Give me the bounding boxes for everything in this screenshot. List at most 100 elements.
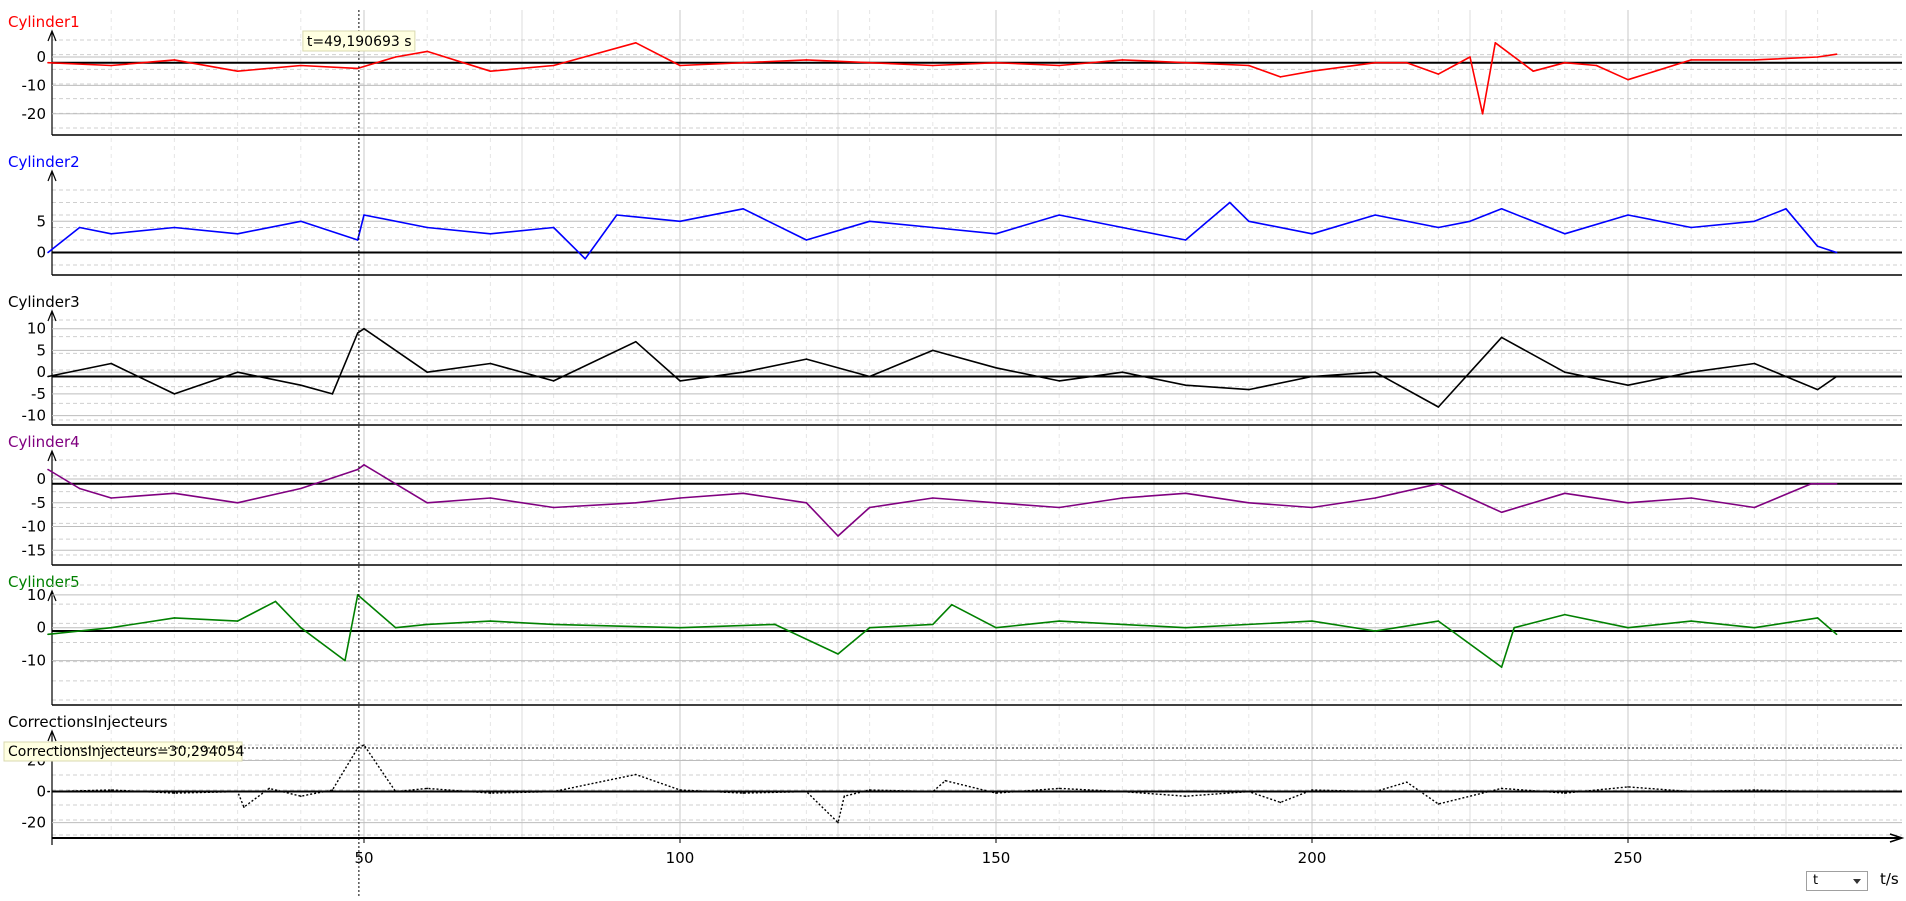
data-point [1437,803,1440,805]
data-point [805,502,808,504]
data-point [300,795,302,797]
data-point [1311,233,1313,235]
y-tick-label: 0 [36,244,46,262]
y-tick-label: -20 [22,105,47,123]
data-point [1835,251,1838,254]
data-point [679,789,681,791]
data-point [944,779,947,782]
data-point [1816,56,1819,58]
data-point [47,375,49,378]
data-point [932,623,934,626]
data-point [1816,388,1819,391]
data-point [679,220,681,223]
data-point [679,64,681,67]
data-point [1500,336,1503,339]
data-point [1835,483,1838,485]
data-point [742,792,744,794]
data-point [356,468,359,471]
data-point [742,208,744,210]
data-point [1816,245,1819,248]
data-point [1184,61,1187,64]
panel-title: Cylinder5 [8,573,80,591]
y-axis-arrow-icon [47,589,57,602]
data-point [489,233,492,235]
data-point [110,497,112,499]
data-point [236,502,239,504]
data-point [1229,201,1231,204]
data-point [995,626,997,629]
data-point [932,226,934,229]
data-point [1437,483,1440,485]
panel-title: Cylinder3 [8,293,80,311]
data-point [868,61,871,64]
data-point [356,239,359,241]
data-point [742,371,744,374]
data-point [489,620,492,622]
y-tick-label: -10 [22,407,47,425]
data-point [236,790,239,793]
data-point [1437,226,1440,229]
data-point [363,327,365,330]
data-point [868,220,871,223]
data-point [1513,626,1515,629]
data-point [1835,790,1838,793]
data-point [868,789,871,791]
data-point [426,623,429,626]
data-point [1469,56,1471,58]
data-point [110,362,112,365]
data-point [635,42,637,44]
data-point [300,384,302,387]
data-point [1248,388,1250,391]
data-point [1406,781,1408,783]
data-point [1311,70,1313,72]
data-point [268,787,271,790]
cursor-value-label: CorrectionsInjecteurs=30,294054 [8,744,244,760]
data-point [1121,790,1124,793]
data-point [363,464,365,466]
panel-title: CorrectionsInjecteurs [8,713,168,731]
data-point [1753,59,1756,61]
data-point [1311,506,1313,509]
data-point [635,773,637,776]
data-point [1690,371,1692,374]
x-axis-variable-select[interactable]: t [1806,871,1868,891]
data-point [426,502,429,504]
data-point [236,371,239,374]
data-point [426,226,429,229]
data-point [635,502,637,504]
data-point [47,790,49,793]
data-point [1816,790,1819,793]
data-point [356,594,359,596]
data-point [1121,226,1124,229]
data-point [110,626,112,629]
data-point [584,258,586,260]
series-line-CorrectionsInjecteurs [47,744,1837,824]
data-point [1564,492,1566,495]
data-point [635,340,637,343]
data-point [236,620,239,622]
data-point [1627,214,1629,216]
data-point [1184,239,1187,241]
data-point [47,633,49,636]
y-axis-arrow-icon [47,729,57,742]
data-point [1564,371,1566,374]
data-point [1121,59,1124,61]
data-point [1753,220,1756,223]
cursor-value-label-background [3,741,243,762]
data-point [837,821,839,824]
data-point [1690,790,1692,793]
y-tick-label: 10 [27,586,46,604]
data-point [300,64,302,67]
data-point [1469,220,1471,223]
y-tick-label: -10 [22,76,47,94]
series-line-Cylinder2 [47,201,1837,260]
data-point [679,380,681,382]
data-point [1121,497,1124,499]
y-axis-arrow-icon [47,449,57,462]
data-point [1406,61,1408,64]
data-point [110,233,112,235]
data-point [363,744,365,746]
data-point [1627,786,1629,788]
y-tick-label: -5 [31,494,46,512]
